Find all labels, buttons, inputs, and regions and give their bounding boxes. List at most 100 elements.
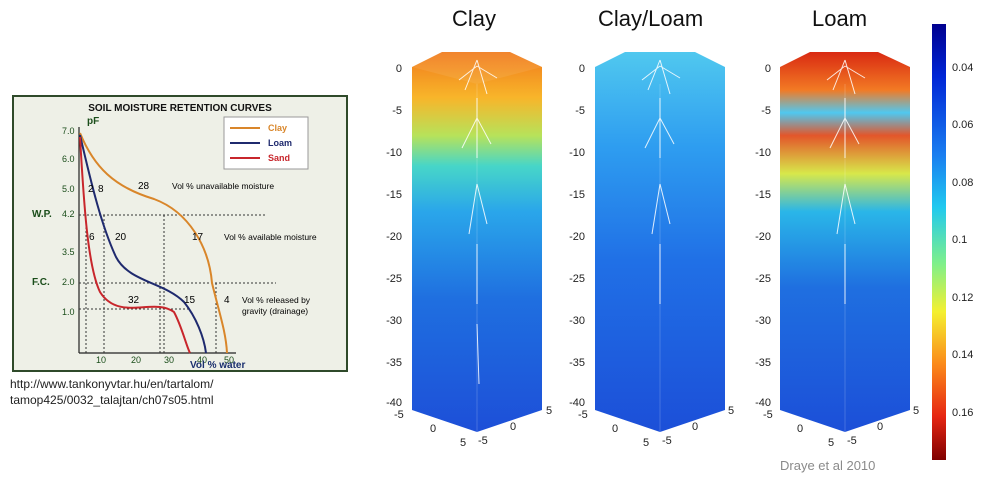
y-tick: 5.0 [62,184,75,194]
colorbar: 0.04 0.06 0.08 0.1 0.12 0.14 0.16 [932,24,973,460]
colorbar-ticks: 0.04 0.06 0.08 0.1 0.12 0.14 0.16 [952,62,973,419]
clay-roots [458,59,498,385]
depth-tick: 0 [579,63,585,75]
loam-column [780,52,910,432]
xy-tick: -5 [662,435,672,447]
value-label: 17 [192,232,204,243]
depth-ticks: 0 -5 -10 -15 -20 -25 -30 -35 -40 0 -5 -1… [386,63,771,409]
xy-tick: 0 [877,421,883,433]
wp-label: W.P. [32,209,52,220]
y-tick: 6.0 [62,154,75,164]
xy-tick: -5 [478,435,488,447]
loam-roots [826,59,866,304]
x-axis-label: Vol % water [190,360,245,370]
xy-tick: -5 [847,435,857,447]
value-label: 15 [184,295,196,306]
colorbar-tick: 0.14 [952,349,973,361]
clay-loam-roots [641,59,681,304]
depth-tick: -40 [386,397,402,409]
x-tick: 50 [224,355,234,365]
depth-tick: -20 [569,231,585,243]
depth-tick: -10 [386,147,402,159]
xy-ticks: -5 0 5 5 0 -5 -5 0 5 5 0 -5 -5 0 5 5 0 -… [394,405,919,449]
legend-loam: Loam [268,138,292,148]
xy-tick: 5 [460,437,466,449]
xy-tick: 0 [797,423,803,435]
depth-tick: -25 [569,273,585,285]
column-title-loam: Loam [812,6,868,31]
depth-tick: 0 [396,63,402,75]
depth-tick: -5 [575,105,585,117]
value-label: 28 [138,181,150,192]
depth-tick: -15 [755,189,771,201]
colorbar-tick: 0.04 [952,62,973,74]
xy-tick: -5 [578,409,588,421]
xy-tick: 0 [612,423,618,435]
clay-loam-column [595,52,725,432]
xy-tick: 0 [510,421,516,433]
caption-line-2: tamop425/0032_talajtan/ch07s05.html [10,393,214,407]
clay-loam-volume [595,52,725,432]
depth-tick: -25 [755,273,771,285]
value-label: 2 [88,184,94,195]
depth-tick: -25 [386,273,402,285]
fc-label: F.C. [32,277,50,288]
annotation-released-2: gravity (drainage) [242,306,308,316]
xy-tick: 5 [728,405,734,417]
xy-tick: 0 [692,421,698,433]
annotation-available: Vol % available moisture [224,232,317,242]
retention-curves-svg: SOIL MOISTURE RETENTION CURVES pF 7.0 6.… [32,103,317,371]
depth-tick: -5 [392,105,402,117]
value-label: 4 [224,295,230,306]
colorbar-gradient [932,24,946,460]
y-tick: 3.5 [62,247,75,257]
clay-column [412,52,542,432]
credit-text: Draye et al 2010 [780,458,876,473]
depth-tick: -35 [755,357,771,369]
annotation-released-1: Vol % released by [242,295,311,305]
value-label: 8 [98,184,104,195]
value-label: 6 [89,232,95,243]
x-tick: 40 [197,355,207,365]
depth-tick: -35 [386,357,402,369]
colorbar-tick: 0.16 [952,407,973,419]
xy-tick: 5 [546,405,552,417]
x-tick: 30 [164,355,174,365]
depth-tick: -30 [755,315,771,327]
sand-curve [79,136,191,354]
loam-curve [79,134,207,354]
depth-tick: -5 [761,105,771,117]
annotation-unavailable: Vol % unavailable moisture [172,181,274,191]
depth-tick: -15 [386,189,402,201]
caption-line-1: http://www.tankonyvtar.hu/en/tartalom/ [10,377,214,391]
xy-tick: 0 [430,423,436,435]
xy-tick: 5 [913,405,919,417]
y-tick: 7.0 [62,126,75,136]
value-label: 20 [115,232,127,243]
source-caption: http://www.tankonyvtar.hu/en/tartalom/ t… [10,376,213,408]
depth-tick: -40 [569,397,585,409]
loam-volume [780,52,910,432]
depth-tick: -35 [569,357,585,369]
figure-title: SOIL MOISTURE RETENTION CURVES [88,103,272,114]
column-title-clay-loam: Clay/Loam [598,6,704,31]
x-tick: 20 [131,355,141,365]
y-axis-label: pF [87,116,99,127]
legend-clay: Clay [268,123,287,133]
depth-tick: 0 [765,63,771,75]
legend-sand: Sand [268,153,290,163]
depth-tick: -30 [386,315,402,327]
xy-tick: 5 [828,437,834,449]
colorbar-tick: 0.1 [952,234,967,246]
soil-columns-svg: 0 -5 -10 -15 -20 -25 -30 -35 -40 0 -5 -1… [386,52,919,449]
y-tick: 2.0 [62,277,75,287]
clay-top [412,52,542,84]
colorbar-tick: 0.08 [952,177,973,189]
y-tick: 4.2 [62,209,75,219]
column-title-clay: Clay [452,6,497,31]
depth-tick: -15 [569,189,585,201]
colorbar-tick: 0.06 [952,119,973,131]
depth-tick: -20 [755,231,771,243]
value-label: 32 [128,295,140,306]
depth-tick: -10 [569,147,585,159]
